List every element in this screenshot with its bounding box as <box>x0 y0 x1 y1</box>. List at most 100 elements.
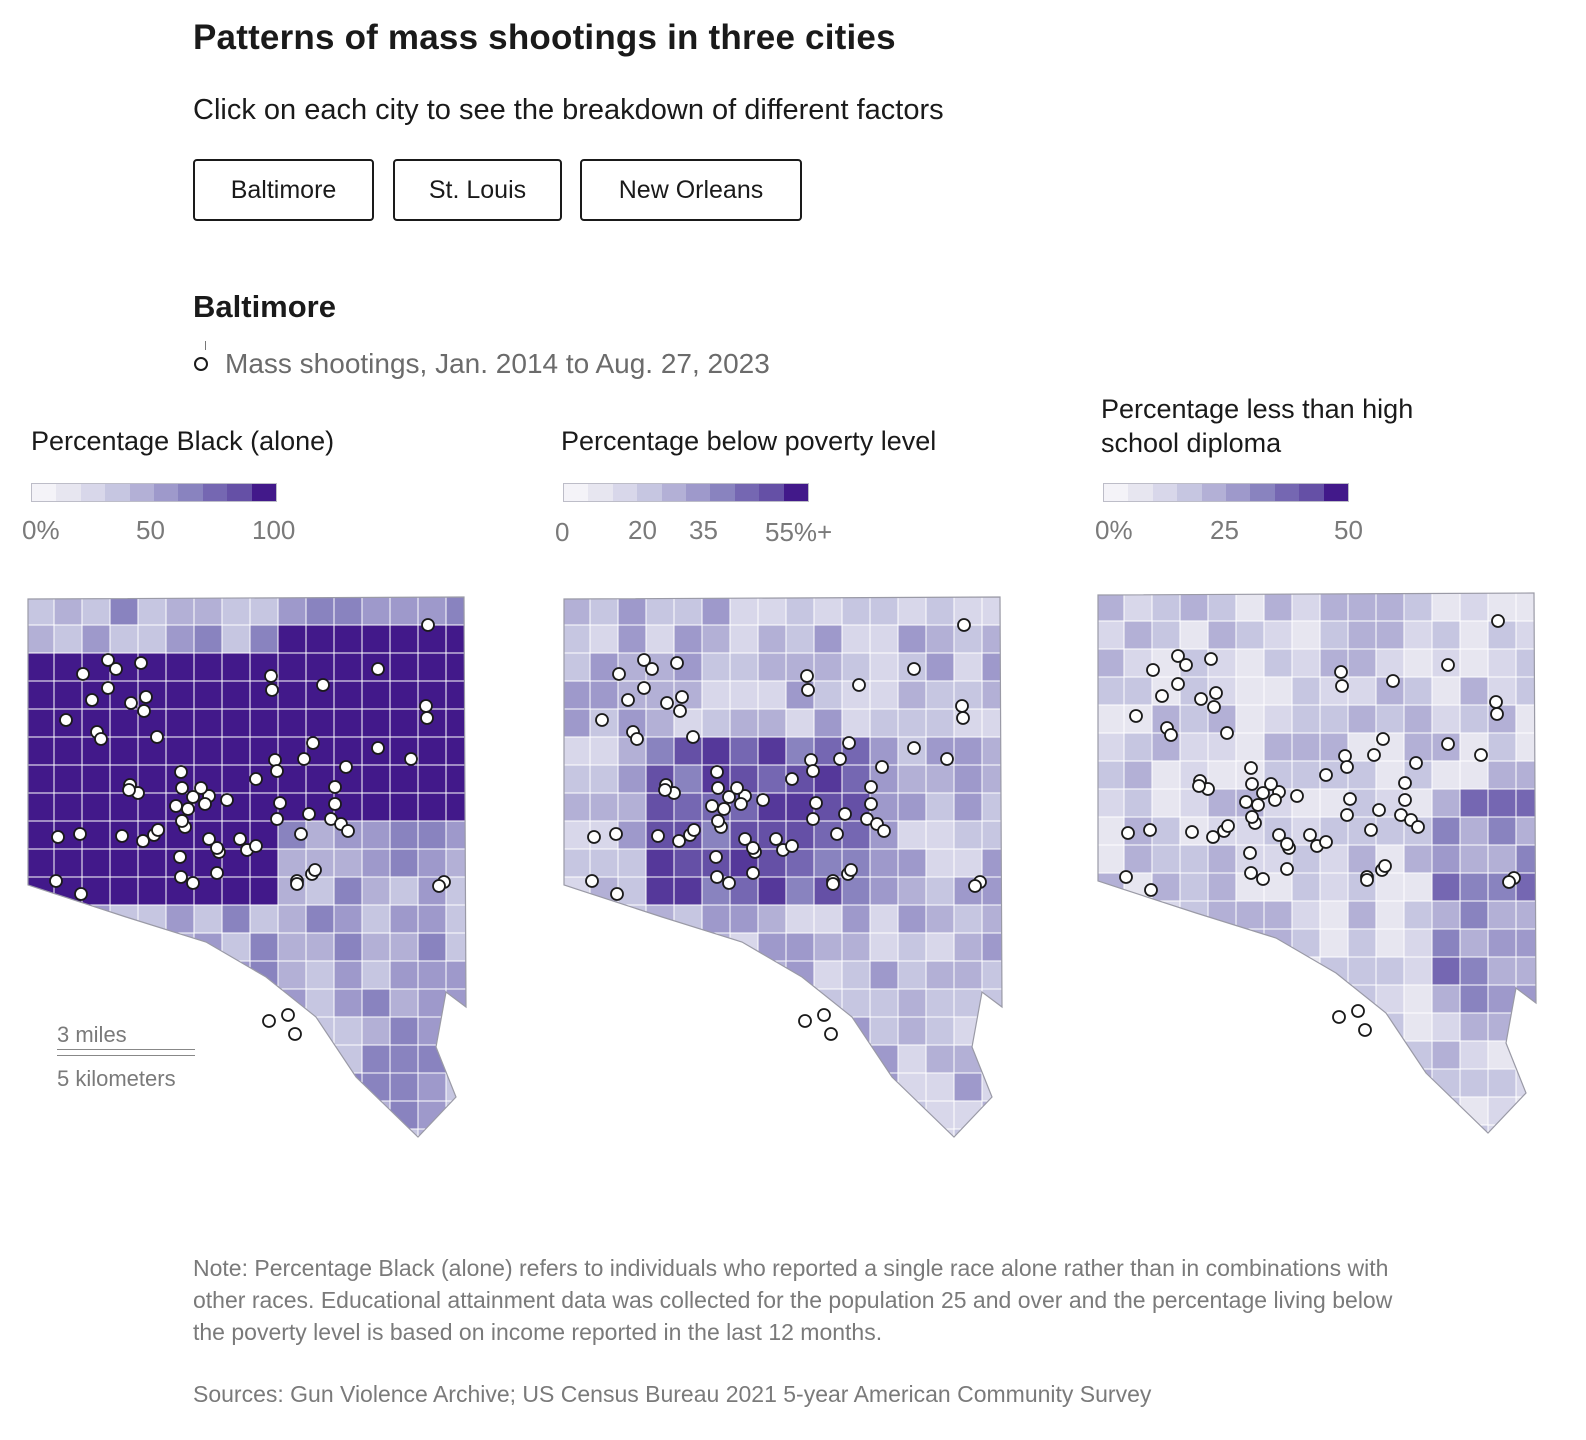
city-button-baltimore[interactable]: Baltimore <box>193 159 374 221</box>
census-tract <box>109 1128 139 1137</box>
census-tract <box>221 597 251 626</box>
census-tract <box>333 680 363 710</box>
census-tract <box>1515 676 1536 706</box>
census-tract <box>564 1072 591 1102</box>
census-tract <box>757 988 787 1018</box>
census-tract <box>1431 1124 1461 1133</box>
census-tract <box>813 624 843 654</box>
census-tract <box>1487 648 1517 678</box>
census-tract <box>1291 984 1321 1014</box>
census-tract <box>1459 760 1489 790</box>
census-tract <box>953 1100 983 1130</box>
census-tract <box>617 1072 647 1102</box>
shooting-marker <box>1335 679 1349 693</box>
census-tract <box>1375 928 1405 958</box>
census-tract <box>981 764 1002 794</box>
census-tract <box>673 932 703 962</box>
shooting-marker <box>74 887 88 901</box>
census-tract <box>1319 928 1349 958</box>
census-tract <box>361 1044 391 1074</box>
census-tract <box>673 1016 703 1046</box>
shooting-marker <box>609 827 623 841</box>
census-tract <box>474 1073 502 1101</box>
census-tract <box>1123 593 1153 622</box>
census-tract <box>53 960 83 990</box>
census-tract <box>925 1016 955 1046</box>
census-tract <box>925 932 955 962</box>
census-tract <box>474 849 502 877</box>
census-tract <box>757 1044 787 1074</box>
census-tract <box>785 597 815 626</box>
shooting-marker <box>1119 870 1133 884</box>
shooting-marker <box>1244 866 1258 880</box>
census-tract <box>1098 704 1125 734</box>
city-button-new-orleans[interactable]: New Orleans <box>580 159 802 221</box>
census-tract <box>1010 849 1038 877</box>
census-tract <box>617 988 647 1018</box>
shooting-marker <box>1171 677 1185 691</box>
census-tract <box>1263 1040 1293 1070</box>
census-tract <box>729 680 759 710</box>
census-tract <box>1431 760 1461 790</box>
census-tract <box>729 1044 759 1074</box>
census-tract <box>1123 928 1153 958</box>
shooting-marker <box>51 830 65 844</box>
census-tract <box>673 624 703 654</box>
census-tract <box>277 597 307 626</box>
census-tract <box>474 709 502 737</box>
census-tract <box>1179 984 1209 1014</box>
shooting-marker <box>175 781 189 795</box>
census-tract <box>221 764 251 794</box>
shooting-marker <box>1129 709 1143 723</box>
shooting-marker <box>1155 689 1169 703</box>
census-tract <box>249 1044 279 1074</box>
shooting-marker <box>175 814 189 828</box>
census-tract <box>28 680 55 710</box>
shooting-marker <box>1489 695 1503 709</box>
census-tract <box>1179 593 1209 622</box>
shooting-marker <box>198 797 212 811</box>
census-tract <box>1347 1068 1377 1098</box>
census-tract <box>193 1072 223 1102</box>
census-tract <box>165 1016 195 1046</box>
city-button-st-louis[interactable]: St. Louis <box>393 159 562 221</box>
census-tract <box>193 680 223 710</box>
legend-swatch <box>734 484 760 501</box>
shooting-marker <box>115 829 129 843</box>
census-tract <box>193 932 223 962</box>
census-tract <box>305 1044 335 1074</box>
shooting-marker <box>709 850 723 864</box>
census-tract <box>1403 1124 1433 1133</box>
census-tract <box>953 1016 983 1046</box>
census-tract <box>1010 597 1038 625</box>
census-tract <box>1403 648 1433 678</box>
census-tract <box>1459 984 1489 1014</box>
census-tract <box>645 960 675 990</box>
census-tract <box>417 1100 447 1130</box>
scale-label-km: 5 kilometers <box>57 1066 176 1091</box>
census-tract <box>1375 1068 1405 1098</box>
census-tract <box>445 764 466 794</box>
shooting-marker <box>371 741 385 755</box>
shooting-marker <box>1491 614 1505 628</box>
census-tract <box>701 624 731 654</box>
census-tract <box>1347 928 1377 958</box>
census-tract <box>1123 844 1153 874</box>
shooting-marker <box>371 662 385 676</box>
census-tract <box>109 932 139 962</box>
census-tract <box>813 904 843 934</box>
shooting-marker <box>672 834 686 848</box>
shooting-marker <box>1256 786 1270 800</box>
census-tract <box>925 708 955 738</box>
census-tract <box>953 792 983 822</box>
census-tract <box>1010 933 1038 961</box>
shooting-marker <box>717 802 731 816</box>
shooting-marker <box>940 752 954 766</box>
shooting-marker <box>722 876 736 890</box>
census-tract <box>785 848 815 878</box>
census-tract <box>1319 1096 1349 1126</box>
shooting-marker <box>186 876 200 890</box>
census-tract <box>1291 676 1321 706</box>
census-tract <box>28 708 55 738</box>
census-tract <box>389 1100 419 1130</box>
